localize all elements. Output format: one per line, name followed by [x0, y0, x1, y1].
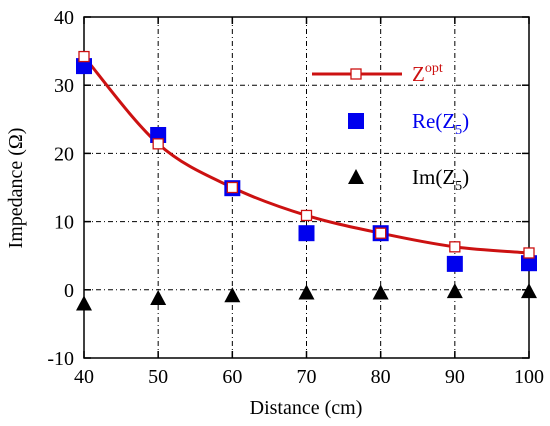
data-point-im: [298, 284, 315, 300]
legend-label-main: Im(Z: [412, 165, 455, 189]
legend-label-subscript: 5: [455, 179, 462, 194]
data-point-im: [150, 289, 167, 305]
legend-marker-zopt: [350, 68, 362, 80]
legend-label-im: Im(Z5): [412, 165, 469, 194]
data-point-zopt: [78, 50, 90, 63]
legend-label-main: Z: [412, 62, 425, 86]
x-tick-label: 70: [297, 366, 317, 388]
y-tick-label: 40: [54, 7, 74, 29]
data-point-re: [298, 225, 315, 242]
legend-label-re: Re(Z5): [412, 109, 469, 138]
x-tick-label: 40: [74, 366, 94, 388]
x-tick-label: 60: [222, 366, 242, 388]
data-point-re: [521, 255, 537, 272]
data-point-zopt: [300, 209, 313, 222]
y-axis-label: Impedance (Ω): [5, 128, 27, 249]
legend-label-superscript: opt: [425, 61, 443, 76]
x-axis-label: Distance (cm): [250, 397, 363, 419]
y-tick-label: 0: [64, 280, 74, 302]
y-tick-labels: -10 0 10 20 30 40: [47, 7, 74, 370]
y-tick-label: 10: [54, 212, 74, 234]
legend-label-zopt: Zopt: [412, 61, 443, 86]
y-tick-label: 30: [54, 75, 74, 97]
data-point-zopt: [226, 181, 238, 194]
y-tick-label: -10: [47, 348, 74, 370]
legend-label-end: ): [462, 165, 469, 189]
x-tick-labels: 40 50 60 70 80 90 100: [74, 366, 544, 388]
legend-marker-im: [348, 169, 364, 184]
data-point-im: [224, 287, 241, 303]
legend-label-main: Re(Z: [412, 109, 455, 133]
series-layer: [76, 50, 537, 311]
x-tick-label: 50: [148, 366, 168, 388]
x-tick-label: 80: [371, 366, 391, 388]
legend-label-subscript: 5: [455, 123, 462, 138]
legend-label-end: ): [462, 109, 469, 133]
y-tick-label: 20: [54, 143, 74, 165]
data-point-zopt: [375, 227, 387, 239]
data-point-im: [521, 283, 537, 299]
data-point-im: [76, 295, 92, 311]
data-point-im: [446, 283, 463, 299]
data-point-zopt: [449, 241, 461, 253]
legend-marker-re: [348, 113, 364, 129]
data-point-im: [372, 284, 389, 300]
x-tick-label: 100: [514, 366, 544, 388]
x-tick-label: 90: [445, 366, 465, 388]
data-point-zopt: [152, 138, 164, 150]
axis-ticks: [83, 16, 530, 359]
data-point-zopt: [523, 247, 535, 259]
data-point-re: [446, 255, 463, 272]
